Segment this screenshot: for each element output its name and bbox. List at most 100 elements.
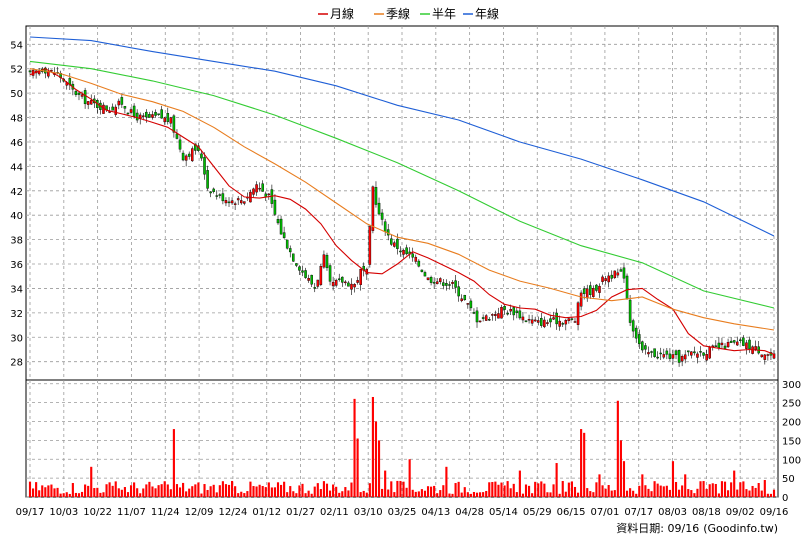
x-tick-label: 01/27 xyxy=(286,507,315,518)
volume-bar xyxy=(576,492,580,497)
candle-body xyxy=(481,317,485,319)
volume-bar xyxy=(730,482,733,497)
x-tick-label: 09/02 xyxy=(726,507,755,518)
candle-body xyxy=(261,183,264,192)
candle-body xyxy=(123,106,127,109)
candle-body xyxy=(576,302,580,325)
candle-body xyxy=(426,277,430,280)
volume-bar xyxy=(126,492,130,497)
volume-bar xyxy=(74,492,77,497)
candle-body xyxy=(653,348,656,357)
volume-bar xyxy=(760,490,763,497)
candle-body xyxy=(301,270,304,273)
volume-bar xyxy=(402,481,405,497)
volume-bar xyxy=(580,429,583,497)
volume-bar xyxy=(494,481,497,497)
volume-bar xyxy=(586,488,589,497)
candle-body xyxy=(350,283,353,290)
candle-body xyxy=(573,321,577,323)
candle-body xyxy=(243,201,246,204)
candle-body xyxy=(696,353,699,358)
legend-label: 季線 xyxy=(386,6,410,21)
volume-bar xyxy=(80,491,84,497)
volume-bar xyxy=(439,490,442,497)
candle-body xyxy=(705,354,708,361)
volume-bar xyxy=(616,400,619,497)
volume-bar xyxy=(218,485,221,497)
volume-bar xyxy=(650,491,653,497)
candle-body xyxy=(435,281,439,285)
candle-body xyxy=(628,299,632,323)
x-tick-label: 07/17 xyxy=(624,507,653,518)
candle-body xyxy=(368,226,372,265)
candle-body xyxy=(763,354,767,360)
candle-body xyxy=(187,153,191,157)
candle-body xyxy=(472,312,476,314)
volume-bar xyxy=(592,492,595,497)
volume-bar xyxy=(463,487,466,497)
price-tick-label: 54 xyxy=(10,40,23,51)
candle-body xyxy=(126,112,130,115)
candle-body xyxy=(656,356,659,359)
volume-bar xyxy=(28,481,32,497)
volume-bar xyxy=(534,481,537,497)
candle-body xyxy=(371,186,375,231)
volume-bar xyxy=(684,474,687,497)
price-tick-label: 34 xyxy=(10,284,23,295)
volume-bar xyxy=(267,482,270,497)
volume-bar xyxy=(607,485,610,497)
candle-body xyxy=(564,320,568,325)
candle-body xyxy=(255,184,258,193)
x-tick-label: 10/03 xyxy=(49,507,78,518)
candle-body xyxy=(726,341,730,348)
volume-bar xyxy=(368,483,371,497)
candle-body xyxy=(739,339,742,342)
volume-bar xyxy=(414,491,417,497)
candle-body xyxy=(380,212,384,220)
x-tick-label: 01/12 xyxy=(252,507,281,518)
candle-body xyxy=(460,298,463,302)
volume-bar xyxy=(209,486,212,497)
candle-body xyxy=(714,345,718,347)
volume-bar xyxy=(678,489,681,497)
candle-body xyxy=(518,310,522,319)
candle-body xyxy=(322,254,326,268)
volume-plot-area xyxy=(25,379,779,498)
candle-body xyxy=(549,318,552,323)
volume-bar xyxy=(87,485,90,497)
volume-bar xyxy=(555,463,558,497)
candle-body xyxy=(500,306,503,319)
candle-body xyxy=(748,339,751,350)
volume-bar xyxy=(714,483,717,497)
volume-bar xyxy=(668,489,671,497)
candle-body xyxy=(533,319,537,322)
x-tick-label: 05/29 xyxy=(523,507,552,518)
candle-body xyxy=(154,111,157,116)
candle-body xyxy=(641,341,644,351)
volume-bar xyxy=(224,484,228,497)
volume-bar xyxy=(136,488,139,497)
candle-body xyxy=(536,320,540,323)
volume-bar xyxy=(188,488,191,497)
candle-body xyxy=(451,281,454,284)
volume-bar xyxy=(178,487,182,497)
candle-body xyxy=(439,278,442,282)
volume-bar xyxy=(338,492,341,497)
candle-body xyxy=(432,281,436,284)
volume-bar xyxy=(564,491,567,497)
volume-bar xyxy=(638,485,641,497)
volume-bar xyxy=(96,487,99,497)
candle-body xyxy=(524,320,528,322)
volume-bar xyxy=(65,492,68,497)
volume-bar xyxy=(325,483,329,497)
volume-bar xyxy=(451,493,454,497)
volume-bar xyxy=(292,491,295,497)
volume-bar xyxy=(766,493,769,497)
candle-body xyxy=(610,274,613,279)
candle-body xyxy=(233,203,237,205)
volume-bar xyxy=(35,482,38,497)
x-tick-label: 05/14 xyxy=(489,507,518,518)
candle-body xyxy=(86,101,90,105)
volume-bar xyxy=(524,484,528,497)
volume-bar xyxy=(246,491,249,497)
